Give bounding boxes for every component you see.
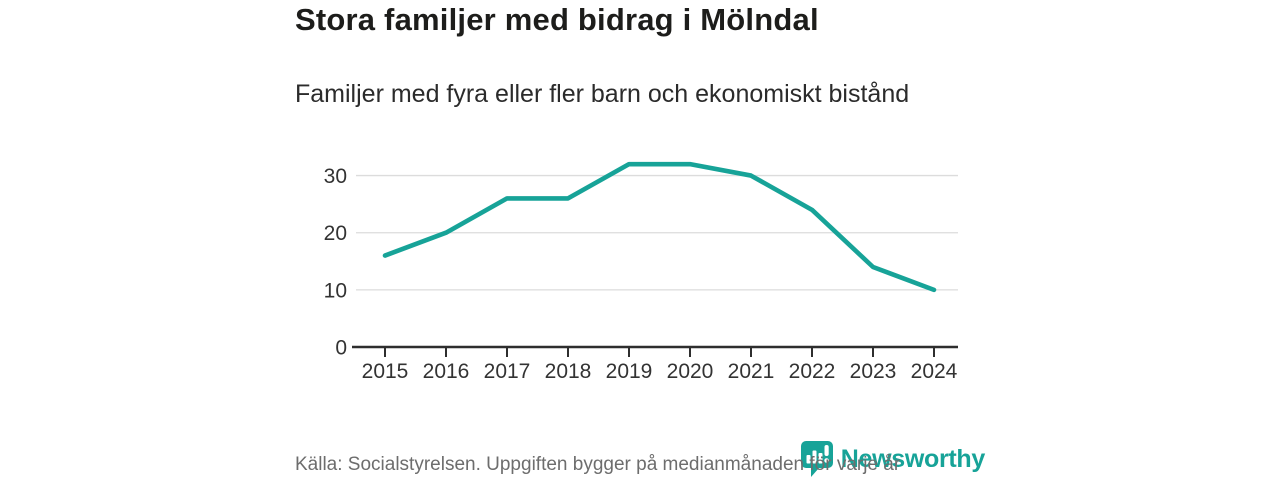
newsworthy-icon [800, 440, 834, 478]
svg-text:2023: 2023 [850, 360, 897, 383]
chart-title: Stora familjer med bidrag i Mölndal [295, 2, 819, 37]
newsworthy-wordmark: Newsworthy [840, 444, 986, 473]
svg-text:2018: 2018 [545, 360, 592, 383]
svg-text:10: 10 [324, 279, 347, 302]
svg-text:2022: 2022 [789, 360, 836, 383]
chart-content: Stora familjer med bidrag i Mölndal Fami… [295, 0, 985, 480]
svg-text:2017: 2017 [484, 360, 531, 383]
svg-text:0: 0 [335, 337, 347, 360]
svg-text:2021: 2021 [728, 360, 775, 383]
svg-text:2016: 2016 [423, 360, 470, 383]
line-chart: 0 10 20 30 2015 2016 2017 2018 2019 2020 2021 2022 2… [295, 145, 985, 390]
newsworthy-logo: Newsworthy [800, 440, 985, 478]
svg-text:2019: 2019 [606, 360, 653, 383]
chart-subtitle: Familjer med fyra eller fler barn och ek… [295, 80, 910, 108]
svg-text:2015: 2015 [362, 360, 409, 383]
svg-text:30: 30 [324, 165, 347, 188]
svg-text:2020: 2020 [667, 360, 714, 383]
data-line [382, 161, 937, 293]
svg-text:20: 20 [324, 222, 347, 245]
svg-text:2024: 2024 [911, 360, 958, 383]
